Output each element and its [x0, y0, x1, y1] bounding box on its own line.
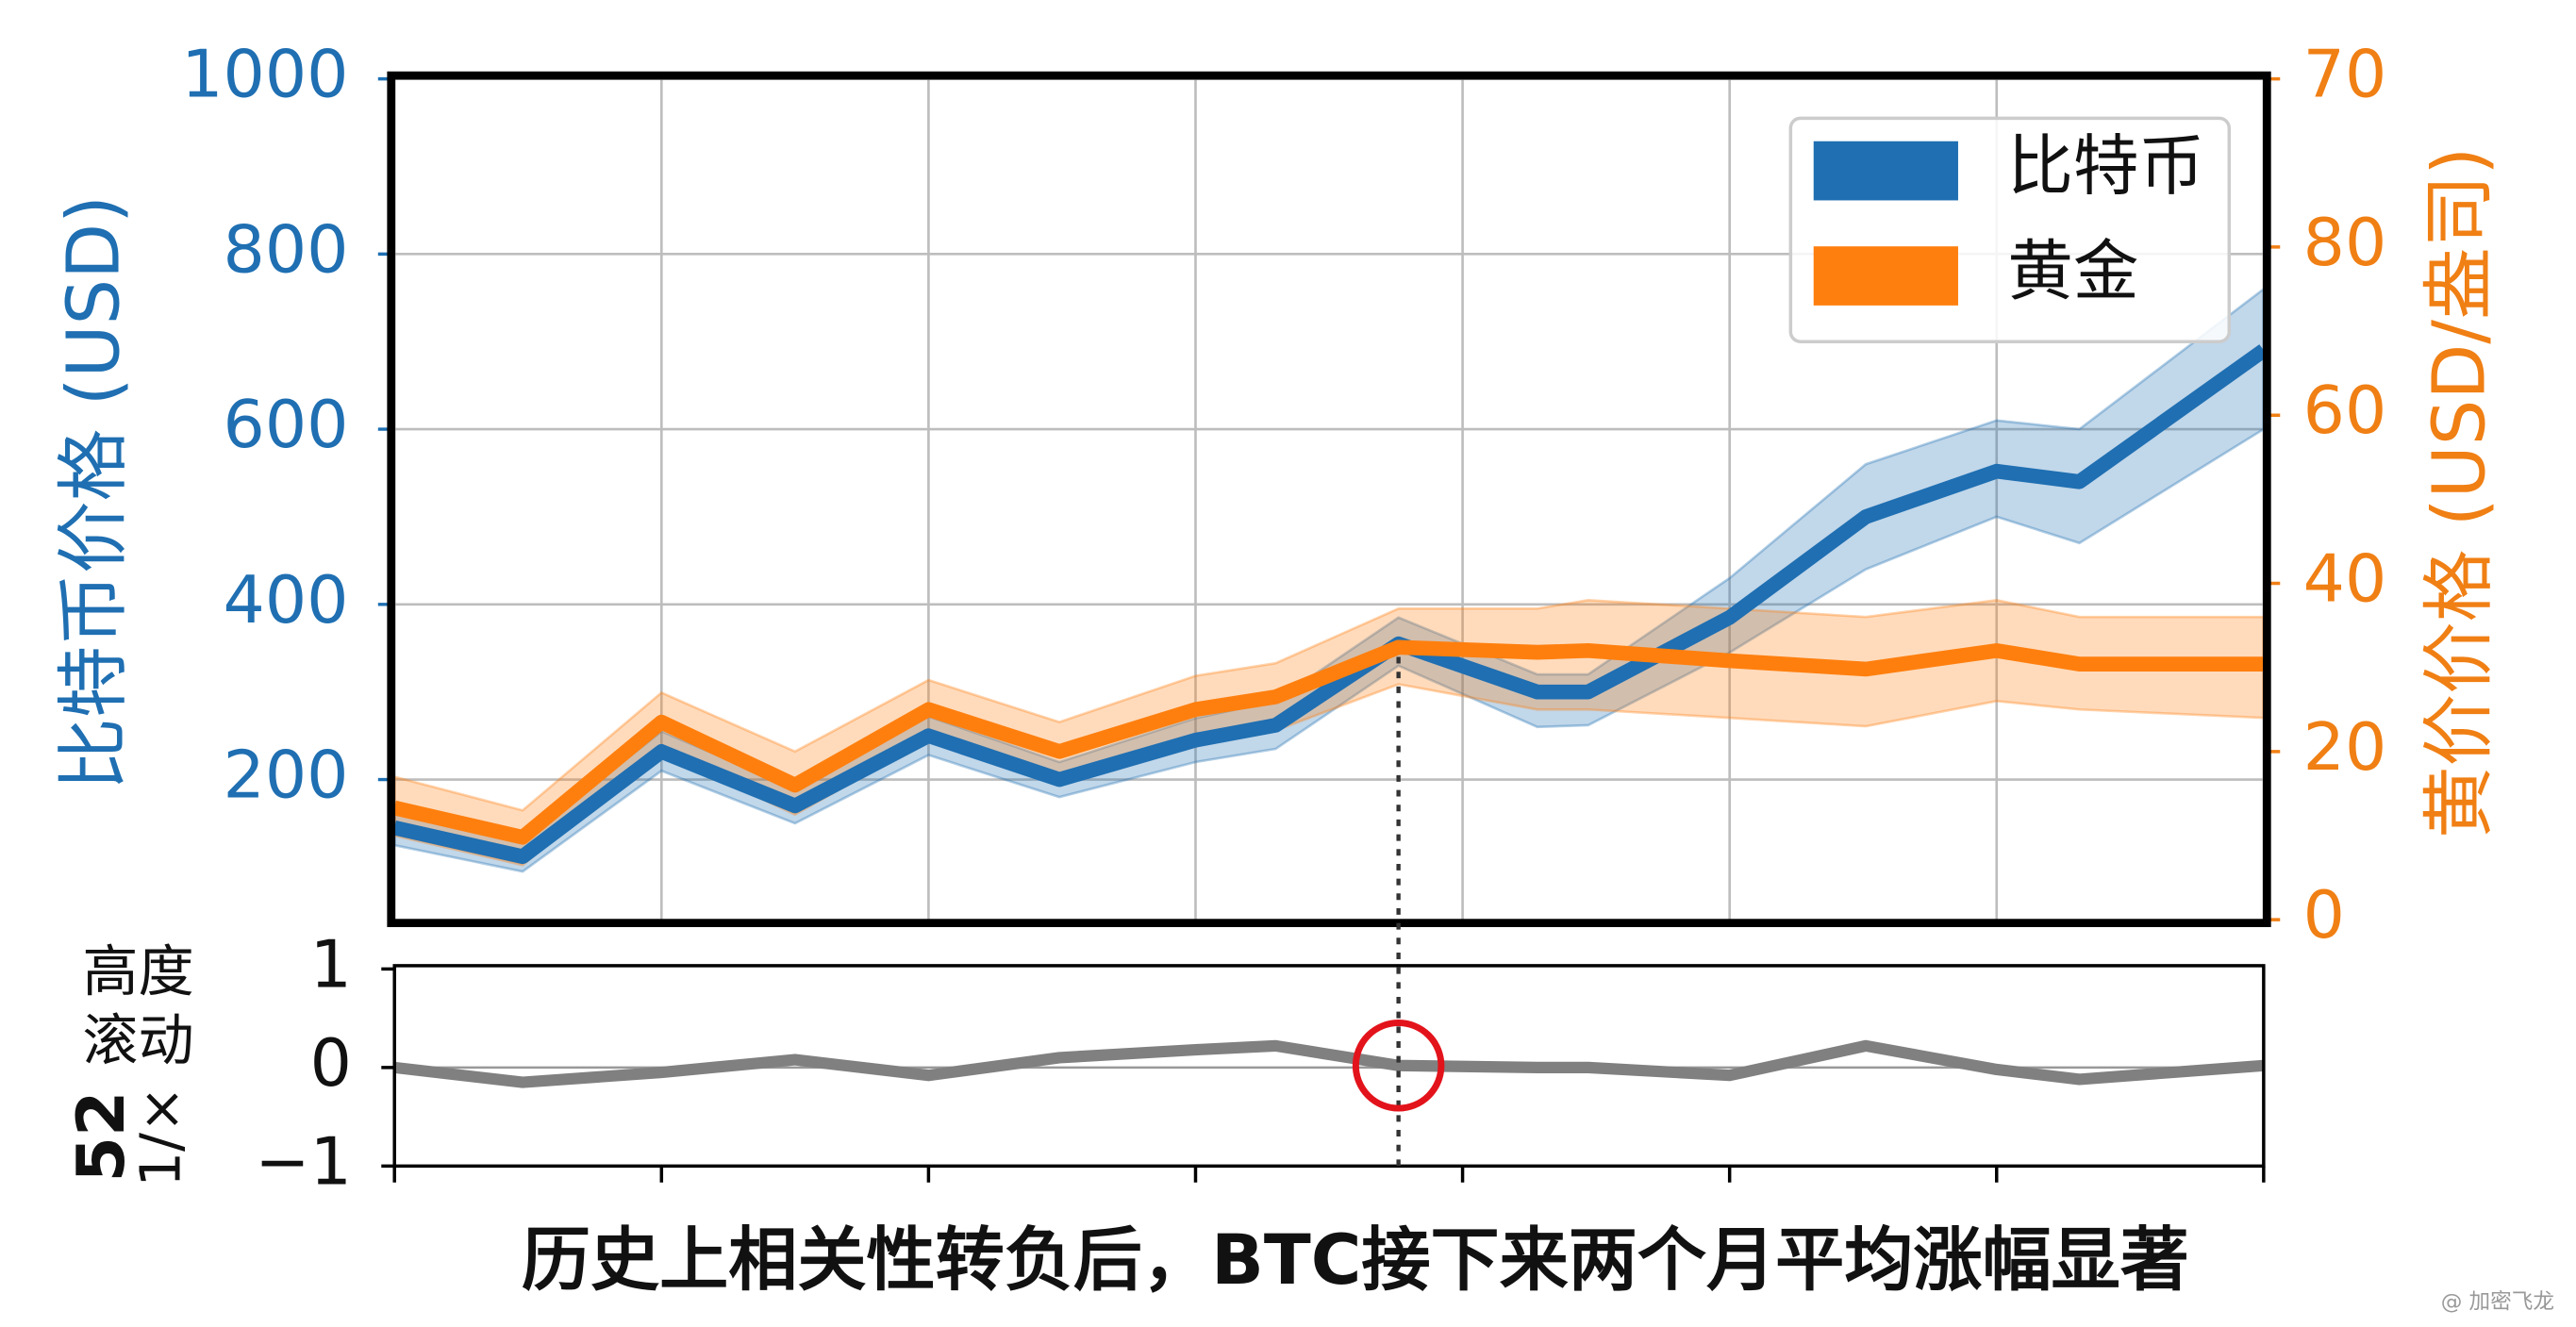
y-tick-label: −1	[255, 1123, 352, 1200]
confidence-band	[392, 286, 2266, 873]
y-tick-label: 400	[224, 562, 349, 639]
y2-axis-label: 黄价价格 (USD/盎司)	[2418, 147, 2501, 838]
y-axis-label: 1/×	[128, 1086, 193, 1186]
y2-tick-label: 40	[2303, 541, 2387, 618]
y-tick-label: 600	[224, 387, 349, 463]
legend-swatch	[1813, 141, 1958, 201]
y-tick-label: 0	[310, 1025, 352, 1102]
y2-tick-label: 0	[2303, 877, 2345, 954]
plot-frame	[392, 964, 2266, 1169]
legend-label: 比特币	[2007, 128, 2204, 205]
line	[392, 639, 2264, 845]
y2-tick-label: 70	[2303, 37, 2387, 113]
legend-label: 黄金	[2007, 234, 2138, 310]
line	[393, 1039, 2265, 1088]
legend-swatch	[1813, 246, 1958, 306]
y2-tick-label: 80	[2303, 205, 2387, 281]
y-axis-label: 滚动	[82, 1008, 193, 1073]
annotation-circle	[1352, 1020, 1445, 1112]
y2-tick-label: 20	[2303, 709, 2387, 786]
y-tick-label: 1	[310, 926, 352, 1003]
y2-tick-label: 60	[2303, 373, 2387, 449]
y-axis-label: 高度	[82, 938, 193, 1004]
watermark: @ 加密飞龙	[2441, 1289, 2554, 1314]
y-tick-label: 1000	[181, 37, 348, 113]
caption: 历史上相关性转负后，BTC接下来两个月平均涨幅显著	[522, 1220, 2189, 1301]
y-axis-label: 比特币价格 (USD)	[53, 195, 137, 790]
line	[392, 344, 2269, 865]
y-tick-label: 200	[224, 738, 349, 814]
plot-frame	[387, 71, 2271, 927]
y-tick-label: 800	[224, 211, 349, 288]
y-axis-label: 52	[63, 1091, 140, 1183]
